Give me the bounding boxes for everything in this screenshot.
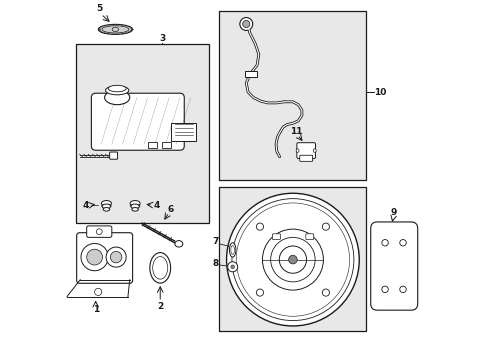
FancyBboxPatch shape — [296, 143, 315, 158]
FancyBboxPatch shape — [147, 142, 156, 148]
Text: 4: 4 — [153, 201, 160, 210]
FancyBboxPatch shape — [86, 226, 112, 237]
Text: 11: 11 — [290, 127, 302, 136]
Ellipse shape — [98, 24, 132, 35]
Circle shape — [106, 247, 126, 267]
Circle shape — [242, 21, 249, 28]
FancyBboxPatch shape — [272, 234, 280, 239]
FancyBboxPatch shape — [370, 222, 417, 310]
Circle shape — [322, 223, 329, 230]
Text: 1: 1 — [92, 305, 99, 314]
Bar — [219, 12, 366, 180]
Ellipse shape — [101, 201, 111, 206]
Circle shape — [381, 286, 387, 293]
Text: 6: 6 — [167, 205, 174, 214]
FancyBboxPatch shape — [171, 123, 196, 140]
Ellipse shape — [175, 240, 183, 247]
Circle shape — [256, 223, 263, 230]
Text: 3: 3 — [159, 34, 165, 43]
Ellipse shape — [229, 243, 235, 257]
FancyBboxPatch shape — [244, 71, 257, 77]
Circle shape — [288, 255, 297, 264]
Circle shape — [226, 193, 359, 326]
Ellipse shape — [132, 208, 138, 211]
Ellipse shape — [103, 208, 109, 211]
Bar — [219, 187, 366, 330]
FancyBboxPatch shape — [305, 234, 313, 239]
Ellipse shape — [104, 90, 129, 105]
Ellipse shape — [149, 253, 170, 283]
FancyBboxPatch shape — [299, 155, 312, 161]
Text: 7: 7 — [212, 237, 219, 246]
Text: 8: 8 — [212, 259, 219, 268]
Ellipse shape — [313, 149, 316, 152]
FancyBboxPatch shape — [77, 233, 132, 283]
Circle shape — [227, 262, 237, 272]
Ellipse shape — [130, 201, 140, 206]
Circle shape — [239, 18, 252, 31]
Ellipse shape — [131, 204, 139, 208]
Text: 10: 10 — [373, 87, 386, 96]
Bar — [76, 44, 208, 223]
Text: 5: 5 — [96, 4, 102, 13]
Circle shape — [96, 229, 102, 234]
Circle shape — [399, 239, 406, 246]
Circle shape — [230, 265, 234, 269]
Ellipse shape — [105, 86, 128, 95]
Circle shape — [322, 289, 329, 296]
Circle shape — [110, 251, 122, 263]
Circle shape — [381, 239, 387, 246]
Circle shape — [94, 288, 102, 296]
FancyBboxPatch shape — [91, 93, 184, 150]
Ellipse shape — [152, 257, 167, 279]
Circle shape — [81, 243, 108, 271]
Ellipse shape — [102, 204, 110, 208]
Text: 2: 2 — [157, 302, 163, 311]
FancyBboxPatch shape — [162, 142, 171, 148]
Circle shape — [399, 286, 406, 293]
Circle shape — [262, 229, 323, 290]
Text: 9: 9 — [389, 208, 396, 217]
Text: 4: 4 — [82, 201, 89, 210]
Ellipse shape — [108, 85, 126, 92]
Circle shape — [256, 289, 263, 296]
Circle shape — [86, 249, 102, 265]
Ellipse shape — [296, 149, 298, 152]
FancyBboxPatch shape — [109, 152, 117, 159]
